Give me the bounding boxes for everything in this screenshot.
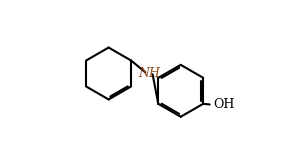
Text: OH: OH [213,98,235,111]
Text: NH: NH [138,67,160,80]
